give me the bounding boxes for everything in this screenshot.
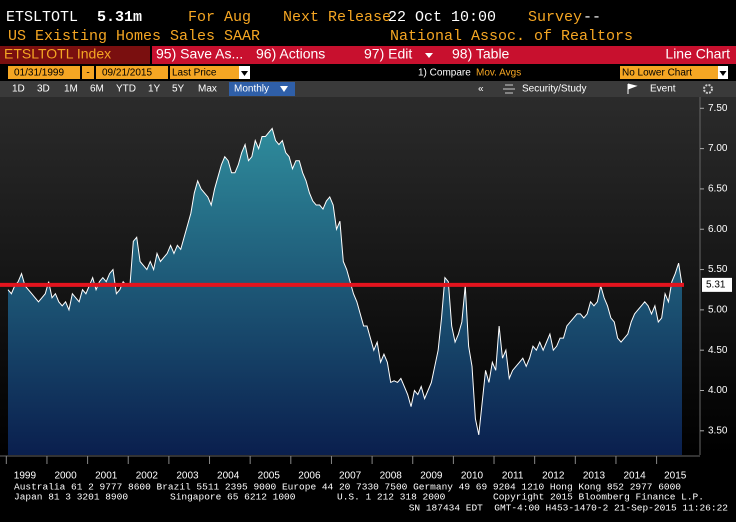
x-tick-label: 2002: [136, 471, 159, 482]
event[interactable]: Event: [650, 84, 676, 95]
lower-chart-dropdown[interactable]: [620, 66, 728, 79]
x-tick-label: 2005: [258, 471, 281, 482]
y-tick-label: 5.50: [708, 264, 728, 275]
security[interactable]: ETSLTOTL Index: [4, 46, 111, 62]
end-date[interactable]: 09/21/2015: [102, 68, 152, 79]
source: National Assoc. of Realtors: [390, 28, 633, 45]
security-study[interactable]: Security/Study: [522, 84, 586, 95]
security-box[interactable]: [0, 46, 150, 64]
date-separator: -: [86, 68, 89, 79]
x-tick-label: 2012: [542, 471, 565, 482]
y-tick-label: 5.00: [708, 305, 728, 316]
y-tick-label: 4.00: [708, 385, 728, 396]
study-icon: [503, 84, 515, 94]
action-button[interactable]: 97) Edit: [364, 46, 412, 62]
x-tick-label: 1999: [14, 471, 37, 482]
x-tick-label: 2013: [583, 471, 606, 482]
dropdown-arrow: [425, 53, 433, 58]
range-button[interactable]: 1Y: [148, 84, 161, 95]
x-tick-label: 2011: [502, 471, 524, 482]
reference-label: 5.31: [706, 280, 726, 291]
x-tick-label: 2007: [339, 471, 362, 482]
action-bar: [152, 46, 736, 64]
collapse[interactable]: «: [478, 84, 484, 95]
x-tick-label: 2014: [623, 471, 646, 482]
field[interactable]: Last Price: [172, 68, 217, 79]
dropdown-arrow: [280, 86, 288, 92]
separator-field: [82, 66, 94, 79]
start-date-field[interactable]: [8, 66, 80, 79]
range-button[interactable]: 5Y: [172, 84, 185, 95]
range-button[interactable]: 3D: [37, 84, 50, 95]
range-bar: [0, 81, 736, 97]
footer-phones: U.S. 1 212 318 2000: [337, 492, 446, 503]
area: [8, 128, 682, 455]
y-tick-label: 6.50: [708, 184, 728, 195]
x-tick-label: 2006: [298, 471, 321, 482]
line: [7, 127, 683, 435]
session-info: SN 187434 EDT GMT-4:00 H453-1470-2 21-Se…: [409, 503, 729, 514]
range-button[interactable]: 1D: [12, 84, 25, 95]
y-tick-label: 7.00: [708, 143, 728, 154]
flag-icon: [627, 83, 638, 94]
survey: --: [583, 9, 601, 26]
y-tick-label: 3.50: [708, 425, 728, 436]
start-date[interactable]: 01/31/1999: [14, 68, 64, 79]
ticker: ETSLTOTL: [6, 9, 78, 26]
period: For Aug: [188, 9, 251, 26]
settings-icon[interactable]: [703, 84, 713, 94]
dropdown-arrow: [719, 71, 727, 76]
dropdown-arrow: [241, 71, 248, 76]
lower-chart[interactable]: No Lower Chart: [622, 68, 692, 79]
range-button[interactable]: Max: [198, 84, 217, 95]
range-button[interactable]: 6M: [90, 84, 104, 95]
action-button[interactable]: 95) Save As...: [156, 46, 243, 62]
reference-label-box: [702, 277, 732, 292]
chart-type[interactable]: Line Chart: [665, 46, 730, 62]
x-tick-label: 2003: [176, 471, 199, 482]
x-tick-label: 2001: [95, 471, 118, 482]
survey-label: Survey: [528, 9, 582, 26]
x-tick-label: 2000: [54, 471, 77, 482]
footer-phones: Singapore 65 6212 1000: [170, 492, 296, 503]
x-tick-label: 2008: [380, 471, 403, 482]
last-value: 5.31m: [97, 9, 142, 26]
x-tick-label: 2004: [217, 471, 240, 482]
field-dropdown[interactable]: [170, 66, 250, 79]
end-date-field[interactable]: [96, 66, 168, 79]
footer-phones: Japan 81 3 3201 8900: [14, 492, 128, 503]
footer-phones: Australia 61 2 9777 8600 Brazil 5511 239…: [14, 482, 681, 493]
x-tick-label: 2015: [664, 471, 687, 482]
x-tick-label: 2010: [461, 471, 484, 482]
next-release-label: Next Release: [283, 9, 391, 26]
y-tick-label: 4.50: [708, 345, 728, 356]
range-button[interactable]: YTD: [116, 84, 136, 95]
frequency-button[interactable]: [229, 82, 295, 96]
x-axis-band: [0, 456, 736, 482]
mov-avgs[interactable]: Mov. Avgs: [476, 68, 521, 79]
copyright: Copyright 2015 Bloomberg Finance L.P.: [493, 492, 704, 503]
frequency[interactable]: Monthly: [234, 84, 269, 95]
description: US Existing Homes Sales SAAR: [8, 28, 260, 45]
next-release: 22 Oct 10:00: [388, 9, 496, 26]
y-tick-label: 7.50: [708, 103, 728, 114]
range-button[interactable]: 1M: [64, 84, 78, 95]
action-button[interactable]: 96) Actions: [256, 46, 325, 62]
x-tick-label: 2009: [420, 471, 443, 482]
action-button[interactable]: 98) Table: [452, 46, 510, 62]
compare[interactable]: 1) Compare: [418, 68, 471, 79]
y-tick-label: 6.00: [708, 224, 728, 235]
